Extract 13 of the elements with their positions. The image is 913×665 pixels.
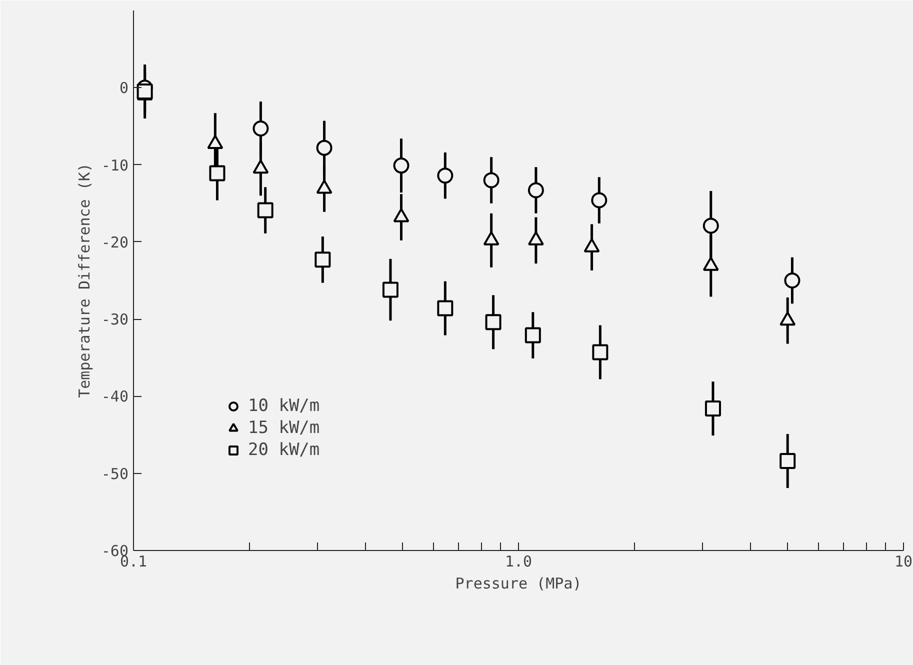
y-tick-label: -40 (101, 388, 128, 406)
x-axis-title: Pressure (MPa) (455, 574, 582, 592)
y-tick-label: -30 (101, 310, 128, 329)
x-tick-label: 1.0 (504, 552, 532, 570)
y-tick-label: -50 (101, 464, 128, 483)
y-axis-title: Temperature Difference (K) (75, 163, 94, 398)
y-tick-label: -20 (101, 233, 128, 252)
y-tick-label: -10 (101, 156, 128, 174)
legend-label: 10 kW/m (248, 396, 320, 416)
x-tick-label: 10 (894, 552, 913, 570)
y-tick-label: 0 (119, 79, 128, 98)
legend-label: 15 kW/m (248, 418, 320, 438)
legend-label: 20 kW/m (248, 440, 320, 460)
